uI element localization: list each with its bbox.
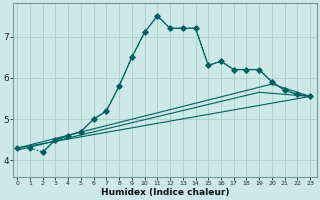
X-axis label: Humidex (Indice chaleur): Humidex (Indice chaleur) [101,188,229,197]
